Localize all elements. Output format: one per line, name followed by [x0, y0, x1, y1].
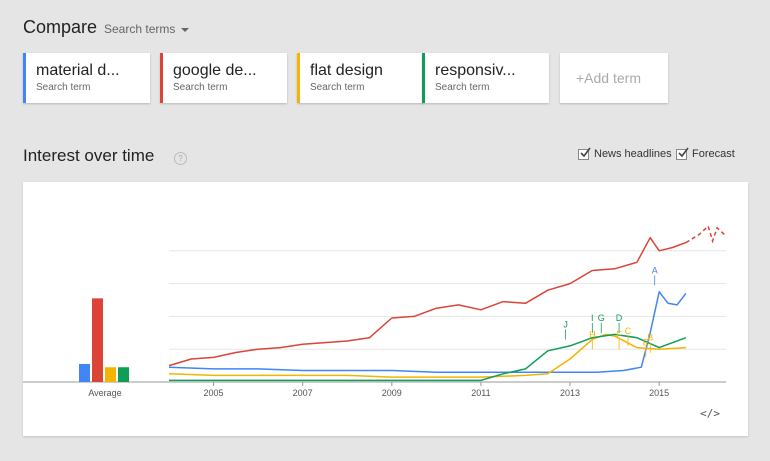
checkbox-checked-icon[interactable]	[578, 147, 591, 160]
term-name: google de...	[173, 62, 257, 79]
forecast-label: Forecast	[692, 148, 735, 160]
search-terms-label: Search terms	[104, 22, 176, 36]
annotation-label: B	[647, 333, 653, 343]
term-color-bar	[23, 53, 26, 103]
annotation-label: I	[591, 313, 594, 323]
search-terms-dropdown[interactable]: Search terms	[104, 22, 190, 36]
news-headlines-toggle[interactable]: News headlines	[578, 147, 672, 160]
annotation-label: G	[598, 313, 605, 323]
term-card-material-design[interactable]: material d... Search term	[23, 53, 150, 103]
average-bar	[92, 298, 103, 382]
annotation-label: H	[589, 329, 596, 339]
x-tick-label: 2013	[560, 388, 580, 398]
forecast-line	[685, 224, 727, 244]
annotation-label: A	[652, 265, 658, 275]
x-tick-label: 2011	[471, 388, 490, 398]
term-card-google-design[interactable]: google de... Search term	[160, 53, 287, 103]
term-sub: Search term	[36, 82, 91, 93]
series-line	[168, 236, 687, 367]
news-headlines-label: News headlines	[594, 148, 672, 160]
term-sub: Search term	[310, 82, 365, 93]
term-color-bar	[422, 53, 425, 103]
add-term-button[interactable]: +Add term	[560, 53, 668, 103]
term-color-bar	[297, 53, 300, 103]
compare-title: Compare	[23, 17, 98, 37]
series-line	[168, 333, 686, 378]
forecast-toggle[interactable]: Forecast	[676, 147, 735, 160]
term-color-bar	[160, 53, 163, 103]
term-card-responsive[interactable]: responsiv... Search term	[422, 53, 549, 103]
average-bar	[118, 367, 129, 382]
chart-panel: Average 2005 2007 2009 2011 2013 2015 A J I G D H F C E…	[23, 182, 748, 436]
interest-over-time-title: Interest over time	[23, 146, 155, 165]
annotation-label: F	[616, 329, 622, 339]
annotation-label: C	[625, 326, 632, 336]
x-tick-label: 2005	[204, 388, 224, 398]
term-card-flat-design[interactable]: flat design Search term	[297, 53, 424, 103]
interest-chart: Average 2005 2007 2009 2011 2013 2015 A J I G D H F C E…	[23, 224, 727, 398]
term-name: flat design	[310, 62, 383, 79]
term-sub: Search term	[173, 82, 228, 93]
series-line	[168, 291, 687, 373]
term-name: material d...	[36, 62, 120, 79]
average-bar	[105, 367, 116, 382]
embed-code-icon[interactable]: </>	[700, 407, 720, 420]
caret-down-icon	[181, 27, 190, 32]
checkbox-checked-icon[interactable]	[676, 147, 689, 160]
help-icon[interactable]: ?	[174, 152, 187, 165]
x-tick-label: 2009	[382, 388, 402, 398]
series-line	[169, 333, 687, 382]
annotation-label: E	[643, 338, 649, 348]
x-tick-label: 2015	[649, 388, 669, 398]
annotation-label: D	[616, 313, 623, 323]
average-bar	[79, 363, 90, 382]
average-label: Average	[88, 388, 121, 398]
x-tick-label: 2007	[293, 388, 313, 398]
annotation-label: J	[563, 320, 568, 330]
term-sub: Search term	[435, 82, 490, 93]
term-name: responsiv...	[435, 62, 516, 79]
